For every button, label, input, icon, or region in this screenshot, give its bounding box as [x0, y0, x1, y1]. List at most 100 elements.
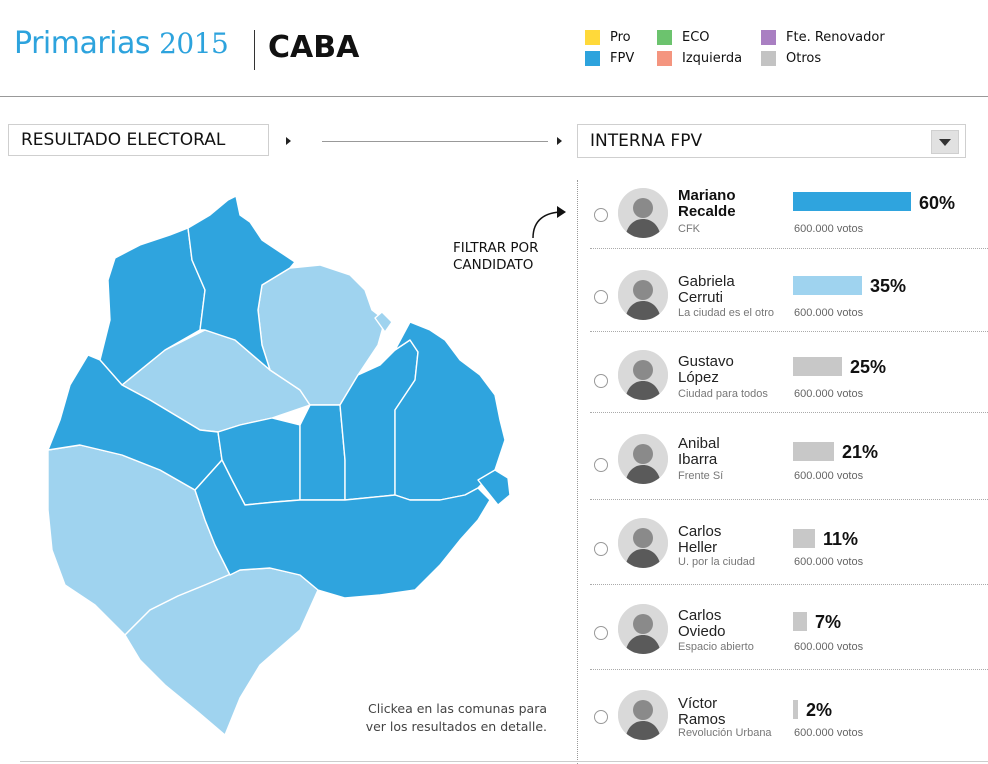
- candidate-avatar: [618, 270, 668, 320]
- candidate-name: Carlos Oviedo: [678, 608, 788, 640]
- comuna-region[interactable]: [477, 469, 511, 506]
- candidate-party: Espacio abierto: [678, 641, 754, 653]
- bottom-divider: [20, 761, 988, 762]
- candidate-avatar: [618, 518, 668, 568]
- candidate-radio[interactable]: [594, 458, 608, 472]
- candidate-row[interactable]: Anibal Ibarra Frente Sí 21% 600.000 voto…: [590, 426, 988, 506]
- vote-bar: [793, 192, 911, 211]
- candidate-radio[interactable]: [594, 374, 608, 388]
- vote-count: 600.000 votos: [794, 641, 864, 653]
- candidate-name: Gustavo López: [678, 354, 788, 386]
- row-separator: [590, 412, 988, 413]
- comuna-region[interactable]: [187, 195, 296, 371]
- candidate-first-name: Víctor: [678, 695, 718, 712]
- comuna-region[interactable]: [299, 404, 346, 501]
- candidate-party: Frente Sí: [678, 470, 724, 482]
- row-separator: [590, 584, 988, 585]
- candidate-row[interactable]: Víctor Ramos Revolución Urbana 2% 600.00…: [590, 680, 988, 760]
- candidate-radio[interactable]: [594, 626, 608, 640]
- candidate-row[interactable]: Gustavo López Ciudad para todos 25% 600.…: [590, 344, 988, 424]
- party-legend: Pro FPV ECO Izquierda Fte. Renovador Otr…: [585, 30, 905, 70]
- candidate-last-name: Ibarra: [678, 451, 718, 468]
- candidate-radio[interactable]: [594, 542, 608, 556]
- vote-percentage: 60%: [919, 193, 956, 213]
- candidate-row[interactable]: Mariano Recalde CFK 60% 600.000 votos: [590, 178, 988, 258]
- legend-swatch: [657, 30, 672, 45]
- vote-count: 600.000 votos: [794, 388, 864, 400]
- result-type-label: RESULTADO ELECTORAL: [21, 130, 226, 150]
- dropdown-toggle[interactable]: [931, 130, 959, 154]
- legend-item-pro: Pro: [585, 30, 631, 45]
- step-arrow-icon: [557, 137, 562, 145]
- candidate-first-name: Gustavo: [678, 353, 734, 370]
- candidate-last-name: Cerruti: [678, 289, 724, 306]
- vote-percentage: 25%: [850, 357, 887, 377]
- page-title: Primarias 2015: [14, 26, 229, 61]
- legend-swatch: [761, 51, 776, 66]
- candidate-first-name: Carlos: [678, 607, 722, 624]
- candidate-row[interactable]: Carlos Heller U. por la ciudad 11% 600.0…: [590, 510, 988, 590]
- header-divider: [0, 96, 988, 97]
- legend-swatch: [657, 51, 672, 66]
- candidate-last-name: Recalde: [678, 203, 736, 220]
- candidate-first-name: Carlos: [678, 523, 722, 540]
- vote-count: 600.000 votos: [794, 307, 864, 319]
- candidate-first-name: Mariano: [678, 187, 736, 204]
- vote-bar: [793, 276, 862, 295]
- panel-divider: [577, 180, 578, 764]
- interna-select[interactable]: INTERNA FPV: [577, 124, 966, 158]
- vote-percentage: 21%: [842, 442, 879, 462]
- candidate-last-name: Heller: [678, 539, 718, 556]
- candidate-radio[interactable]: [594, 290, 608, 304]
- candidate-row[interactable]: Carlos Oviedo Espacio abierto 7% 600.000…: [590, 594, 988, 674]
- filter-hint-line: CANDIDATO: [453, 257, 534, 273]
- interna-select-label: INTERNA FPV: [590, 131, 703, 151]
- page-subtitle: CABA: [268, 30, 360, 65]
- candidate-avatar: [618, 690, 668, 740]
- candidate-avatar: [618, 434, 668, 484]
- vote-bar: [793, 442, 834, 461]
- title-text: Primarias: [14, 26, 151, 61]
- legend-label: ECO: [682, 30, 710, 45]
- click-hint-line: ver los resultados en detalle.: [365, 719, 547, 734]
- vote-percentage: 11%: [823, 529, 859, 549]
- comuna-region[interactable]: [194, 459, 491, 599]
- row-separator: [590, 499, 988, 500]
- row-separator: [590, 669, 988, 670]
- candidate-party: La ciudad es el otro: [678, 307, 775, 319]
- step-connector: [322, 141, 548, 142]
- legend-item-izquierda: Izquierda: [657, 51, 742, 66]
- comuna-region[interactable]: [374, 311, 393, 333]
- candidate-radio[interactable]: [594, 710, 608, 724]
- comunas-map-svg: [47, 195, 511, 736]
- candidate-first-name: Gabriela: [678, 273, 735, 290]
- candidate-name: Carlos Heller: [678, 524, 788, 556]
- candidate-name: Mariano Recalde: [678, 188, 788, 220]
- candidate-party: Revolución Urbana: [678, 727, 772, 739]
- legend-swatch: [585, 30, 600, 45]
- comuna-region[interactable]: [124, 567, 319, 736]
- row-separator: [590, 331, 988, 332]
- title-year: 2015: [159, 27, 229, 60]
- candidate-last-name: López: [678, 369, 719, 386]
- click-hint: Clickea en las comunas para ver los resu…: [340, 700, 547, 736]
- candidate-first-name: Anibal: [678, 435, 720, 452]
- result-type-select[interactable]: RESULTADO ELECTORAL: [8, 124, 269, 156]
- legend-item-fte-renovador: Fte. Renovador: [761, 30, 885, 45]
- candidate-party: CFK: [678, 223, 700, 235]
- candidate-last-name: Ramos: [678, 711, 726, 728]
- legend-label: Fte. Renovador: [786, 30, 885, 45]
- chevron-down-icon: [939, 138, 951, 146]
- legend-swatch: [585, 51, 600, 66]
- candidate-radio[interactable]: [594, 208, 608, 222]
- vote-count: 600.000 votos: [794, 727, 864, 739]
- vote-bar: [793, 700, 798, 719]
- candidate-name: Víctor Ramos: [678, 696, 788, 728]
- vote-bar: [793, 612, 807, 631]
- candidate-name: Anibal Ibarra: [678, 436, 788, 468]
- filter-hint: FILTRAR POR CANDIDATO: [453, 240, 573, 274]
- candidate-row[interactable]: Gabriela Cerruti La ciudad es el otro 35…: [590, 262, 988, 342]
- click-hint-line: Clickea en las comunas para: [368, 701, 547, 716]
- vote-percentage: 2%: [806, 700, 833, 720]
